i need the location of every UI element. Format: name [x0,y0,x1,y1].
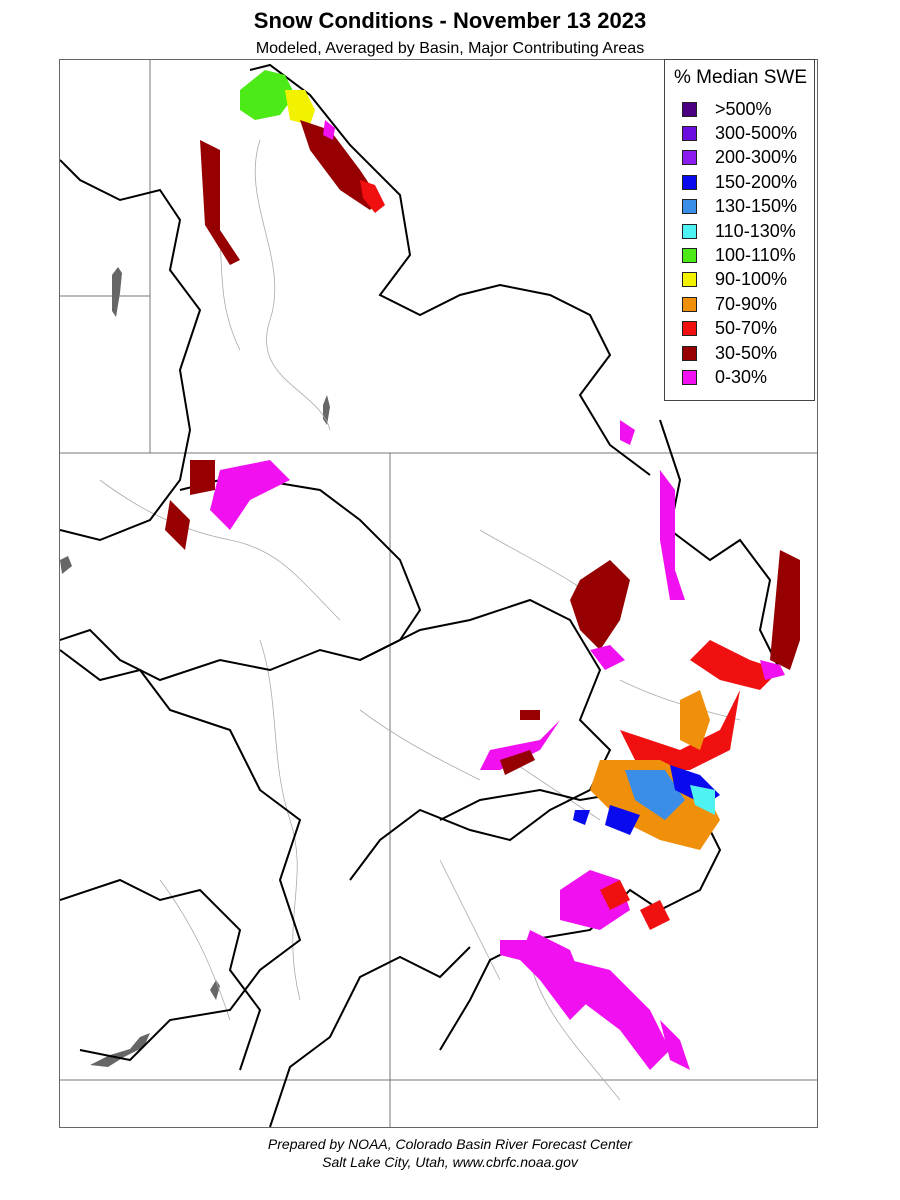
legend-swatch [682,272,697,288]
legend-swatch [682,101,697,117]
legend-swatch [682,125,697,141]
legend-swatch [682,174,697,190]
legend-swatch [682,369,697,385]
legend-label: >500% [715,98,772,119]
legend-item: 0-30% [682,366,767,388]
legend-swatch [682,223,697,239]
map-title: Snow Conditions - November 13 2023 [253,8,647,33]
legend-item: 300-500% [682,122,797,144]
legend-swatch [682,199,697,215]
legend-label: 50-70% [715,318,778,339]
legend-label: 200-300% [715,147,798,168]
legend-item: 50-70% [682,318,777,340]
legend-label: 300-500% [715,122,798,143]
legend-label: 30-50% [715,342,778,363]
legend-label: 130-150% [715,196,798,217]
legend-swatch [682,247,697,263]
legend-label: 150-200% [715,171,798,192]
map-legend: % Median SWE >500% 300-500% 200-300% 150-20… [664,59,815,401]
legend-label: 70-90% [715,293,778,314]
legend-swatch [682,150,697,166]
credit-line-2: Salt Lake City, Utah, www.cbrfc.noaa.gov [322,1154,578,1170]
legend-swatch [682,296,697,312]
lakes [60,267,330,1067]
legend-item: 30-50% [682,342,777,364]
map-subtitle: Modeled, Averaged by Basin, Major Contri… [255,40,645,57]
legend-label: 90-100% [715,269,788,290]
legend-label: 0-30% [715,366,768,387]
legend-swatch [682,321,697,337]
snow-patches [165,70,800,1070]
legend-label: 110-130% [715,220,796,241]
map-canvas [60,60,817,1127]
legend-item: 150-200% [682,171,797,193]
legend-label: 100-110% [715,244,796,265]
legend-item: 200-300% [682,147,797,169]
legend-item: 100-110% [682,244,796,266]
legend-swatch [682,345,697,361]
rivers [99,139,741,1101]
legend-item: 110-130% [682,220,796,242]
legend-item: 70-90% [682,293,777,315]
legend-item: >500% [682,98,772,120]
legend-item: 130-150% [682,196,797,218]
legend-item: 90-100% [682,269,787,291]
legend-title: % Median SWE [673,67,808,88]
credit-line-1: Prepared by NOAA, Colorado Basin River F… [267,1136,633,1152]
